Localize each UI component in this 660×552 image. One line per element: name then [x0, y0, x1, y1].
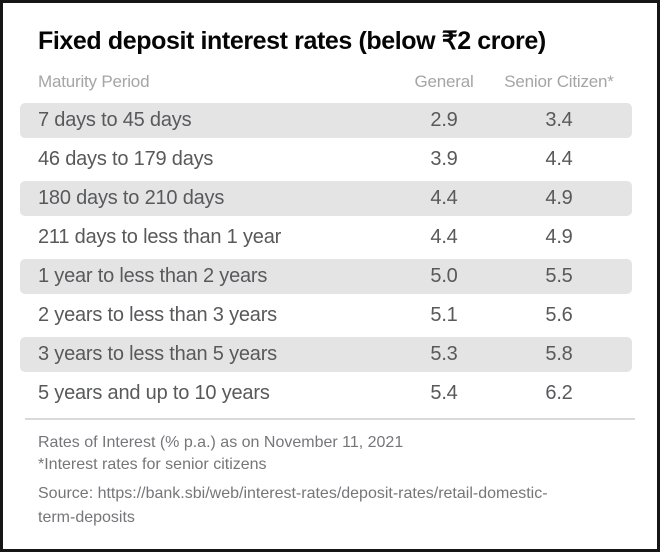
cell-maturity: 2 years to less than 3 years	[38, 304, 277, 326]
cell-general: 5.3	[430, 343, 458, 365]
cell-maturity: 180 days to 210 days	[38, 187, 225, 209]
cell-maturity: 46 days to 179 days	[38, 148, 214, 170]
cell-general: 4.4	[430, 187, 458, 209]
footnote-senior-citizens: *Interest rates for senior citizens	[38, 456, 267, 473]
column-header-senior-citizen: Senior Citizen*	[504, 72, 614, 91]
cell-maturity: 7 days to 45 days	[38, 109, 192, 131]
cell-senior: 3.4	[545, 109, 573, 131]
cell-general: 5.0	[430, 265, 458, 287]
page-title: Fixed deposit interest rates (below ₹2 c…	[38, 27, 546, 55]
cell-senior: 4.9	[545, 226, 573, 248]
column-header-maturity-period: Maturity Period	[38, 72, 150, 91]
table-header-row: Maturity Period General Senior Citizen*	[20, 70, 632, 94]
table-row: 2 years to less than 3 years 5.1 5.6	[20, 298, 632, 333]
table-row: 180 days to 210 days 4.4 4.9	[20, 181, 632, 216]
cell-general: 4.4	[430, 226, 458, 248]
footer: Rates of Interest (% p.a.) as on Novembe…	[38, 432, 617, 530]
cell-general: 2.9	[430, 109, 458, 131]
cell-general: 5.1	[430, 304, 458, 326]
footer-divider	[25, 418, 635, 420]
footnote-rates-date: Rates of Interest (% p.a.) as on Novembe…	[38, 434, 404, 451]
table-body: 7 days to 45 days 2.9 3.4 46 days to 179 da…	[3, 103, 657, 411]
cell-senior: 5.6	[545, 304, 573, 326]
table-row: 3 years to less than 5 years 5.3 5.8	[20, 337, 632, 372]
cell-maturity: 211 days to less than 1 year	[38, 226, 282, 248]
table-row: 46 days to 179 days 3.9 4.4	[20, 142, 632, 177]
footnote-source-url: Source: https://bank.sbi/web/interest-ra…	[38, 485, 548, 526]
table-row: 211 days to less than 1 year 4.4 4.9	[20, 220, 632, 255]
cell-maturity: 1 year to less than 2 years	[38, 265, 268, 287]
table-row: 5 years and up to 10 years 5.4 6.2	[20, 376, 632, 411]
cell-general: 3.9	[430, 148, 458, 170]
cell-senior: 5.5	[545, 265, 573, 287]
cell-senior: 5.8	[545, 343, 573, 365]
table-row: 1 year to less than 2 years 5.0 5.5	[20, 259, 632, 294]
cell-senior: 4.4	[545, 148, 573, 170]
column-header-general: General	[414, 72, 474, 91]
cell-maturity: 5 years and up to 10 years	[38, 382, 270, 404]
cell-senior: 4.9	[545, 187, 573, 209]
table-row: 7 days to 45 days 2.9 3.4	[20, 103, 632, 138]
cell-general: 5.4	[430, 382, 458, 404]
cell-maturity: 3 years to less than 5 years	[38, 343, 277, 365]
cell-senior: 6.2	[545, 382, 573, 404]
